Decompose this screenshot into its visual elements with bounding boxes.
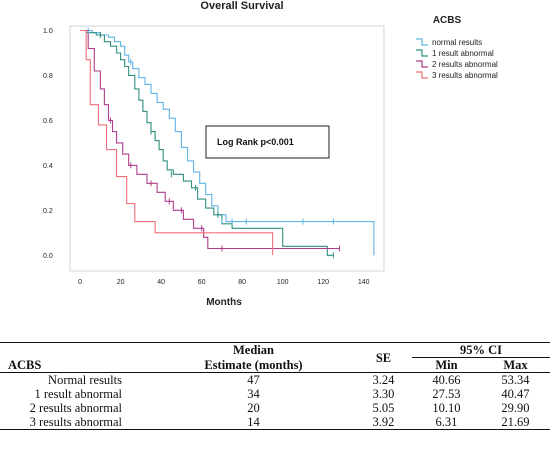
- x-axis: 0 20 40 60 80 100 120 140: [78, 279, 370, 286]
- x-tick-label: 100: [277, 279, 289, 286]
- row-label: 1 result abnormal: [34, 387, 122, 401]
- header-max: Max: [503, 358, 528, 372]
- chart-title: Overall Survival: [200, 0, 283, 12]
- header-min: Min: [435, 358, 458, 372]
- table-header-row-1: ACBS Median SE 95% CI: [0, 342, 550, 373]
- row-label: 2 results abnormal: [29, 401, 122, 415]
- row-label: Normal results: [0, 372, 152, 387]
- annotation-box: [205, 125, 330, 159]
- x-tick-label: 40: [157, 279, 165, 286]
- censor-marks: [87, 27, 340, 259]
- y-tick-label: 0.2: [43, 208, 53, 215]
- header-ci: 95% CI: [412, 342, 550, 358]
- row-median: 20: [247, 401, 260, 415]
- legend-label: 1 result abnormal: [432, 49, 494, 58]
- annotation-text: Log Rank p<0.001: [217, 137, 294, 147]
- row-ci-max: 40.47: [501, 387, 530, 401]
- survival-summary-table: ACBS Median SE 95% CI Estimate (months) …: [0, 342, 550, 430]
- row-ci-max: 21.69: [480, 415, 550, 430]
- legend-swatch: [416, 60, 428, 68]
- row-ci-min: 27.53: [432, 387, 461, 401]
- survival-curve-1: [80, 29, 375, 256]
- y-tick-label: 0.6: [43, 118, 53, 125]
- survival-curve-3: [80, 29, 340, 250]
- survival-curves: [80, 29, 375, 256]
- legend-swatch: [416, 71, 428, 79]
- x-tick-label: 60: [198, 279, 206, 286]
- row-median: 34: [247, 387, 260, 401]
- x-tick-label: 20: [117, 279, 125, 286]
- row-ci-min: 40.66: [412, 372, 481, 387]
- table-header-row-2: Estimate (months) Min Max: [0, 358, 550, 373]
- plot-frame: [69, 25, 385, 272]
- row-ci-min: 6.31: [412, 415, 481, 430]
- x-tick-label: 0: [78, 279, 82, 286]
- y-axis: 0.0 0.2 0.4 0.6 0.8 1.0: [43, 28, 53, 260]
- x-tick-label: 120: [317, 279, 329, 286]
- row-label: 3 results abnormal: [0, 415, 152, 430]
- legend-swatch: [416, 38, 428, 46]
- x-axis-title: Months: [206, 297, 242, 308]
- table-row: 1 result abnormal 34 3.30 27.53 40.47: [0, 387, 550, 401]
- legend-title: ACBS: [433, 15, 462, 26]
- y-tick-label: 0.4: [43, 163, 53, 170]
- header-se: SE: [354, 342, 412, 373]
- y-tick-label: 1.0: [43, 28, 53, 35]
- header-median-estimate: Estimate (months): [204, 357, 303, 372]
- legend-label: 2 results abnormal: [432, 60, 498, 69]
- log-rank-annotation: Log Rank p<0.001: [205, 125, 330, 159]
- header-median: Median: [152, 342, 355, 358]
- row-se: 5.05: [372, 401, 395, 415]
- legend-swatch: [416, 49, 428, 57]
- row-median: 14: [152, 415, 355, 430]
- table-row: 3 results abnormal 14 3.92 6.31 21.69: [0, 415, 550, 430]
- legend-label: 3 results abnormal: [432, 71, 498, 80]
- x-tick-label: 140: [358, 279, 370, 286]
- row-se: 3.24: [354, 372, 412, 387]
- header-acbs: ACBS: [0, 342, 152, 373]
- table-row: Normal results 47 3.24 40.66 53.34: [0, 372, 550, 387]
- legend-label: normal results: [432, 38, 482, 47]
- survival-curve-4: [80, 29, 274, 256]
- row-ci-min: 10.10: [432, 401, 461, 415]
- legend: normal results 1 result abnormal 2 results…: [416, 38, 498, 80]
- survival-curve-2: [80, 29, 334, 256]
- y-tick-label: 0.8: [43, 73, 53, 80]
- row-median: 47: [152, 372, 355, 387]
- km-survival-chart: Overall Survival 0.0 0.2 0.4 0.6 0.8 1.0 0 20 4…: [43, 0, 498, 308]
- row-se: 3.92: [354, 415, 412, 430]
- row-se: 3.30: [372, 387, 395, 401]
- row-ci-max: 53.34: [480, 372, 550, 387]
- x-tick-label: 80: [238, 279, 246, 286]
- row-ci-max: 29.90: [501, 401, 530, 415]
- y-tick-label: 0.0: [43, 253, 53, 260]
- table-row: 2 results abnormal 20 5.05 10.10 29.90: [0, 401, 550, 415]
